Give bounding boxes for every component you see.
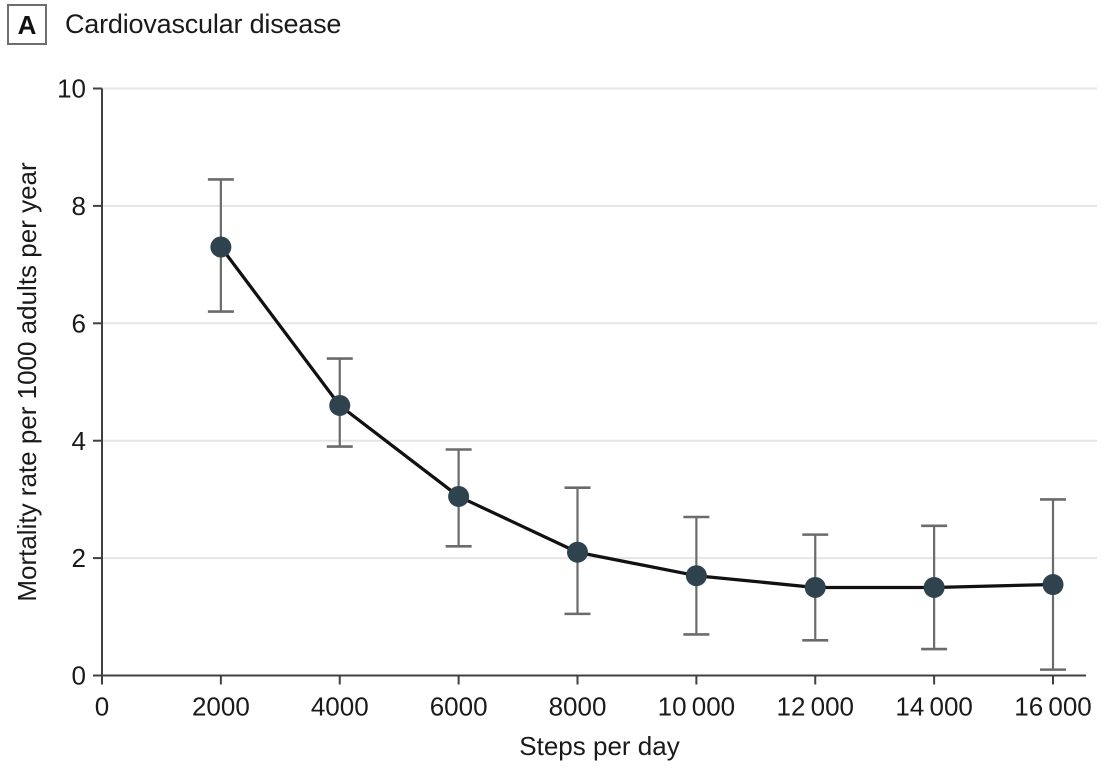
x-tick-label: 2000: [192, 692, 250, 722]
data-point: [329, 394, 351, 416]
x-tick-label: 6000: [430, 692, 488, 722]
x-axis-title: Steps per day: [519, 731, 679, 761]
x-tick-label: 10 000: [658, 692, 736, 722]
y-tick-label: 4: [72, 426, 86, 456]
y-tick-label: 6: [72, 308, 86, 338]
data-point: [685, 565, 707, 587]
data-point: [448, 485, 470, 507]
axes: [101, 88, 1086, 677]
panel-label: A: [17, 9, 37, 40]
panel-label-box: A: [7, 4, 47, 45]
data-point: [923, 576, 945, 598]
x-tick-label: 0: [95, 692, 109, 722]
gridlines: [102, 87, 1097, 560]
x-tick-label: 12 000: [776, 692, 854, 722]
y-axis-ticks: 0 2 4 6 8 10: [57, 74, 102, 691]
x-tick-label: 16 000: [1014, 692, 1092, 722]
data-point: [1042, 574, 1064, 596]
data-points: [210, 236, 1064, 598]
y-tick-label: 10: [57, 74, 86, 104]
trend-line: [219, 246, 1054, 590]
panel-header: A Cardiovascular disease: [7, 4, 341, 45]
y-tick-label: 0: [72, 661, 86, 691]
y-axis-title: Mortality rate per 1000 adults per year: [12, 162, 42, 602]
panel-title: Cardiovascular disease: [65, 9, 342, 39]
data-point: [804, 576, 826, 598]
data-point: [210, 236, 232, 258]
x-tick-label: 8000: [549, 692, 607, 722]
x-tick-label: 14 000: [895, 692, 973, 722]
x-tick-label: 4000: [311, 692, 369, 722]
x-axis-ticks: 0 2000 4000 6000 8000 10 000 12 000 14 000 16 00…: [95, 675, 1092, 722]
data-point: [567, 541, 588, 563]
y-tick-label: 8: [72, 191, 86, 221]
y-tick-label: 2: [72, 543, 86, 573]
